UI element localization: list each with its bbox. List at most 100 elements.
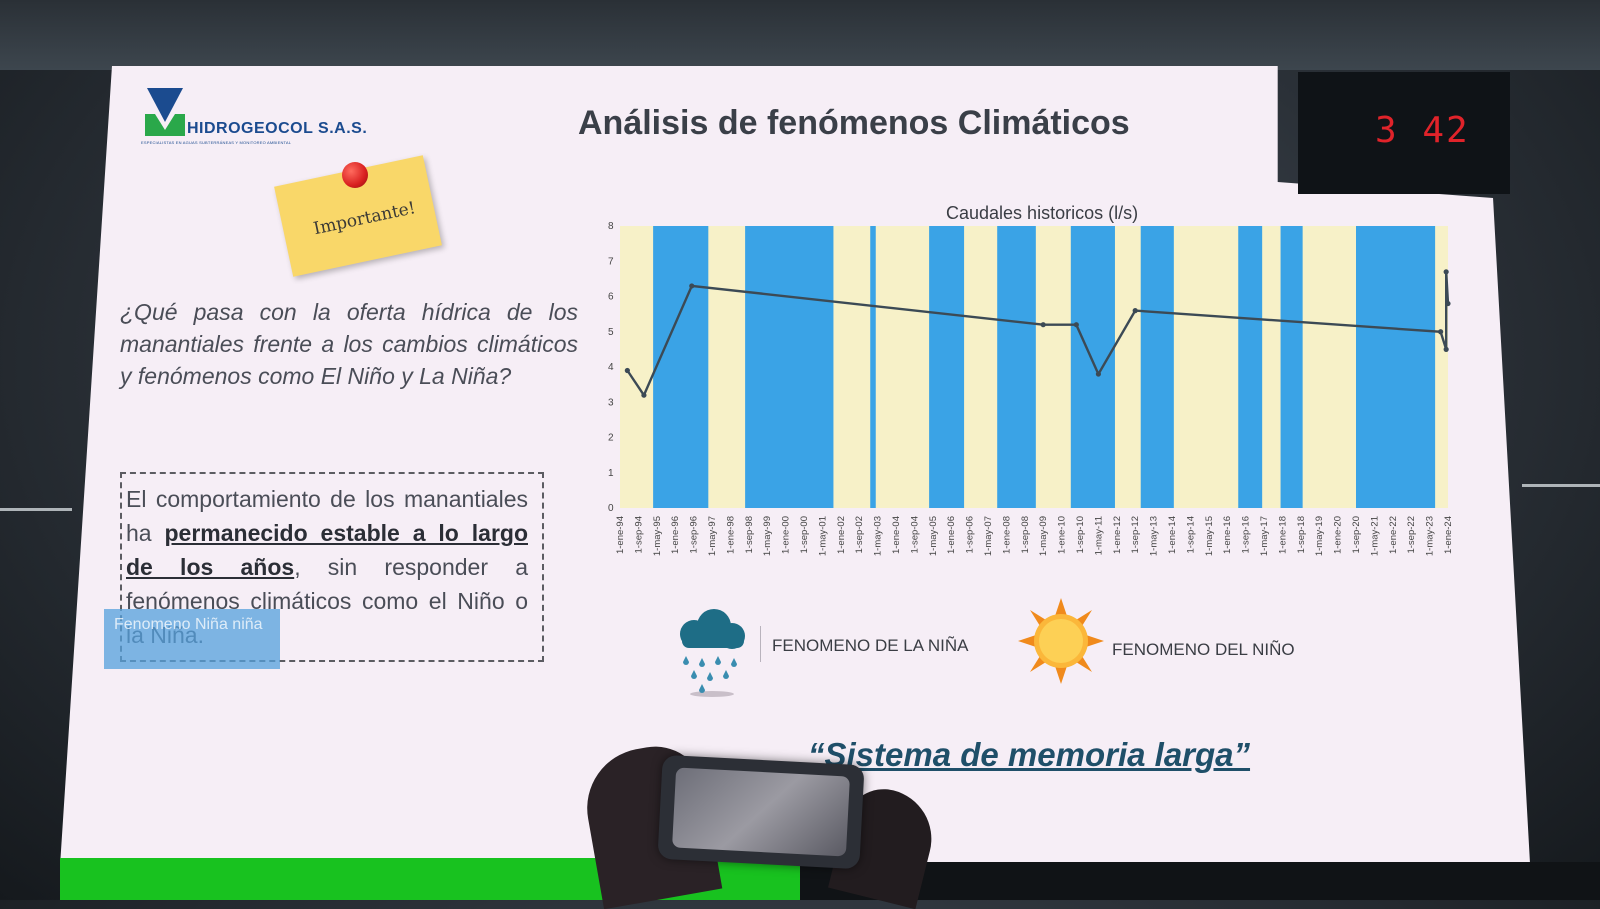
behavior-box: [120, 472, 544, 662]
nina-band-2: [870, 226, 876, 508]
audience-phone: [657, 754, 865, 870]
y-tick-label: 5: [608, 327, 614, 338]
x-tick-label: 1-may-95: [652, 516, 663, 556]
stage-dark-strip: [800, 862, 1600, 900]
x-tick-label: 1-may-19: [1314, 516, 1325, 556]
data-point: [641, 392, 647, 398]
x-tick-label: 1-ene-98: [725, 516, 736, 554]
data-point: [1040, 322, 1046, 328]
y-tick-label: 7: [608, 256, 614, 267]
y-tick-label: 4: [608, 362, 614, 373]
x-tick-label: 1-may-15: [1204, 516, 1215, 556]
x-tick-label: 1-sep-18: [1296, 516, 1307, 554]
background-light-left: [0, 508, 72, 511]
x-tick-label: 1-ene-18: [1277, 516, 1288, 554]
x-tick-label: 1-ene-22: [1388, 516, 1399, 554]
x-tick-label: 1-sep-98: [744, 516, 755, 554]
slide-title: Análisis de fenómenos Climáticos: [578, 104, 1130, 142]
x-tick-label: 1-ene-24: [1443, 516, 1454, 554]
overlay-chip: [104, 609, 280, 669]
behavior-text-emphasis: permanecido estable a lo largo de los añ…: [126, 520, 528, 580]
nina-band-4: [997, 226, 1036, 508]
x-tick-label: 1-may-11: [1093, 516, 1104, 555]
x-tick-label: 1-ene-20: [1333, 516, 1344, 554]
logo-name: HIDROGEOCOL S.A.S.: [187, 120, 368, 137]
data-point: [1073, 322, 1079, 328]
x-tick-label: 1-may-99: [762, 516, 773, 556]
x-tick-label: 1-may-05: [928, 516, 939, 556]
x-tick-label: 1-sep-10: [1075, 516, 1086, 554]
data-point: [624, 367, 630, 374]
x-tick-label: 1-sep-16: [1241, 516, 1252, 554]
nina-band-7: [1238, 226, 1263, 508]
x-tick-label: 1-ene-02: [836, 516, 847, 554]
x-tick-label: 1-may-23: [1425, 516, 1436, 556]
y-tick-label: 8: [608, 222, 614, 232]
x-tick-label: 1-may-01: [817, 516, 828, 556]
x-tick-label: 1-may-97: [707, 516, 718, 556]
x-tick-label: 1-ene-14: [1167, 516, 1178, 554]
question-text: ¿Qué pasa con la oferta hídrica de los m…: [120, 299, 578, 389]
x-tick-label: 1-sep-02: [854, 516, 865, 554]
sun-icon: [1018, 598, 1104, 684]
pushpin-icon: [342, 162, 368, 188]
data-point: [1132, 308, 1138, 314]
data-point: [1095, 371, 1101, 377]
flow-chart: 0 1 2 3 4 5 6 7 8 1-ene-94 1-sep-94 1-may-95 1-ene-9…: [608, 222, 1454, 556]
x-tick-label: 1-sep-06: [965, 516, 976, 554]
behavior-text: El comportamiento de los manantiales ha …: [126, 482, 528, 652]
nina-band-3: [929, 226, 965, 508]
data-point: [1438, 329, 1444, 335]
x-tick-label: 1-may-07: [983, 516, 994, 556]
x-tick-label: 1-sep-12: [1130, 516, 1141, 554]
x-tick-label: 1-may-17: [1259, 516, 1270, 556]
x-tick-label: 1-ene-96: [670, 516, 681, 554]
data-point: [1443, 346, 1449, 352]
phone-screen: [672, 767, 850, 857]
x-tick-label: 1-sep-00: [799, 516, 810, 554]
x-tick-label: 1-ene-12: [1112, 516, 1123, 554]
y-tick-label: 0: [608, 503, 614, 514]
nina-band-8: [1280, 226, 1303, 508]
nina-band-5: [1070, 226, 1115, 508]
x-tick-label: 1-sep-22: [1406, 516, 1417, 554]
rain-cloud-icon: [680, 609, 745, 697]
background-light-right: [1522, 484, 1600, 487]
logo-mark-icon: [145, 88, 185, 136]
y-tick-label: 3: [608, 397, 614, 408]
x-tick-label: 1-sep-14: [1185, 516, 1196, 554]
x-tick-label: 1-may-21: [1369, 516, 1380, 556]
y-tick-label: 1: [608, 468, 614, 479]
overlay-chip-text: Fenomeno Niña niña: [114, 616, 263, 633]
sticky-note-text: Importante!: [311, 198, 418, 240]
nina-band-1: [745, 226, 834, 508]
y-tick-label: 2: [608, 433, 614, 444]
x-tick-label: 1-sep-04: [909, 516, 920, 554]
x-tick-label: 1-ene-10: [1057, 516, 1068, 554]
legend-nina-label: FENOMENO DE LA NIÑA: [772, 636, 969, 655]
legend-divider: [760, 626, 761, 662]
x-tick-label: 1-may-03: [873, 516, 884, 556]
timer-readout: 3 42: [1375, 110, 1470, 151]
x-tick-label: 1-may-09: [1038, 516, 1049, 556]
x-tick-label: 1-sep-96: [689, 516, 700, 554]
x-tick-label: 1-ene-06: [946, 516, 957, 554]
data-point: [1443, 269, 1449, 275]
x-tick-label: 1-ene-08: [1001, 516, 1012, 554]
nina-band-9: [1356, 226, 1436, 508]
x-tick-label: 1-ene-04: [891, 516, 902, 554]
x-tick-label: 1-sep-08: [1020, 516, 1031, 554]
x-tick-label: 1-ene-00: [781, 516, 792, 554]
quote-text: “Sistema de memoria larga”: [808, 736, 1251, 773]
logo-tagline: ESPECIALISTAS EN AGUAS SUBTERRÁNEAS Y MO…: [141, 140, 292, 145]
x-tick-label: 1-may-13: [1149, 516, 1160, 556]
nina-band-6: [1140, 226, 1174, 508]
x-tick-label: 1-ene-94: [615, 516, 626, 554]
data-point: [1445, 300, 1451, 307]
x-tick-label: 1-sep-20: [1351, 516, 1362, 554]
y-tick-label: 6: [608, 292, 614, 303]
ceiling: [0, 0, 1600, 70]
x-tick-label: 1-sep-94: [633, 516, 644, 554]
behavior-text-part1: El comportamiento de los manantiales ha: [126, 486, 528, 546]
chart-title: Caudales historicos (l/s): [946, 203, 1139, 223]
